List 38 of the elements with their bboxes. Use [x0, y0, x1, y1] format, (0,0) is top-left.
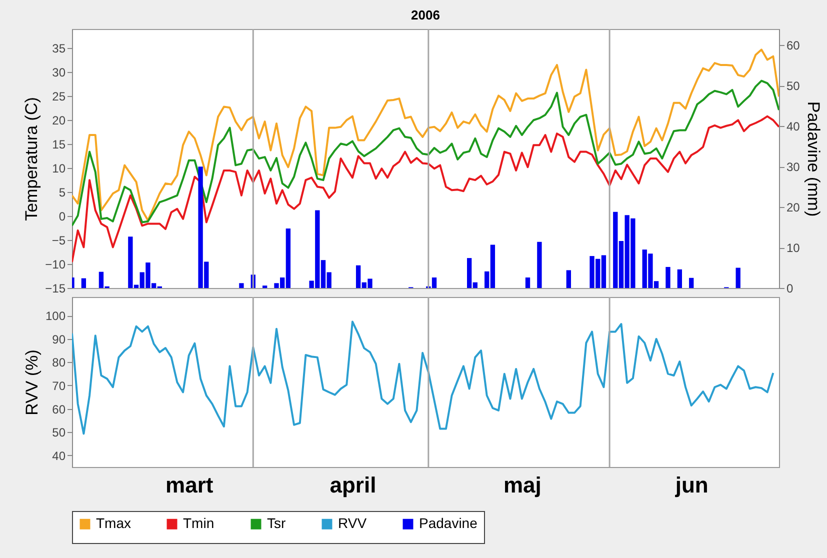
y-tick-label: −5 — [52, 234, 66, 248]
y2-tick-label: 50 — [786, 79, 800, 94]
y-tick-label: 15 — [52, 138, 66, 152]
y2-tick-label: 40 — [786, 120, 800, 134]
chart-title: 2006 — [411, 7, 440, 22]
y-tick-label: 60 — [52, 402, 66, 416]
x-tick-label: jun — [674, 472, 708, 498]
legend-label: RVV — [338, 515, 368, 532]
y-tick-label: 25 — [52, 90, 66, 104]
y2-tick-label: 60 — [786, 38, 800, 53]
y-axis-title: RVV (%) — [22, 350, 42, 416]
y2-tick-label: 0 — [786, 282, 794, 296]
y-tick-label: 35 — [52, 42, 66, 56]
legend-label: Padavine — [419, 515, 478, 532]
y-tick-label: 20 — [52, 114, 66, 128]
y-tick-label: 5 — [58, 186, 66, 200]
y2-axis-title: Padavine (mm) — [804, 101, 823, 217]
y-tick-label: 100 — [45, 309, 66, 324]
y-tick-label: 90 — [52, 332, 66, 346]
y-tick-label: 50 — [52, 426, 66, 440]
y-axis-title: Temperatura (C) — [22, 97, 42, 221]
y2-tick-label: 20 — [786, 200, 800, 215]
x-tick-label: april — [330, 472, 376, 498]
y-tick-label: 10 — [52, 162, 66, 176]
x-tick-label: mart — [166, 472, 214, 498]
y2-tick-label: 10 — [786, 241, 800, 256]
y-tick-label: −10 — [45, 258, 66, 272]
y-tick-label: 40 — [52, 448, 66, 463]
y-tick-label: 80 — [52, 356, 66, 370]
y-tick-label: −15 — [45, 282, 66, 296]
y-tick-label: 0 — [58, 210, 66, 224]
legend-label: Tsr — [267, 515, 286, 532]
y-tick-label: 30 — [52, 66, 66, 80]
legend-label: Tmax — [96, 515, 131, 532]
legend-label: Tmin — [183, 515, 214, 532]
x-tick-label: maj — [503, 472, 542, 498]
y-tick-label: 70 — [52, 378, 66, 393]
y2-tick-label: 30 — [786, 160, 800, 174]
